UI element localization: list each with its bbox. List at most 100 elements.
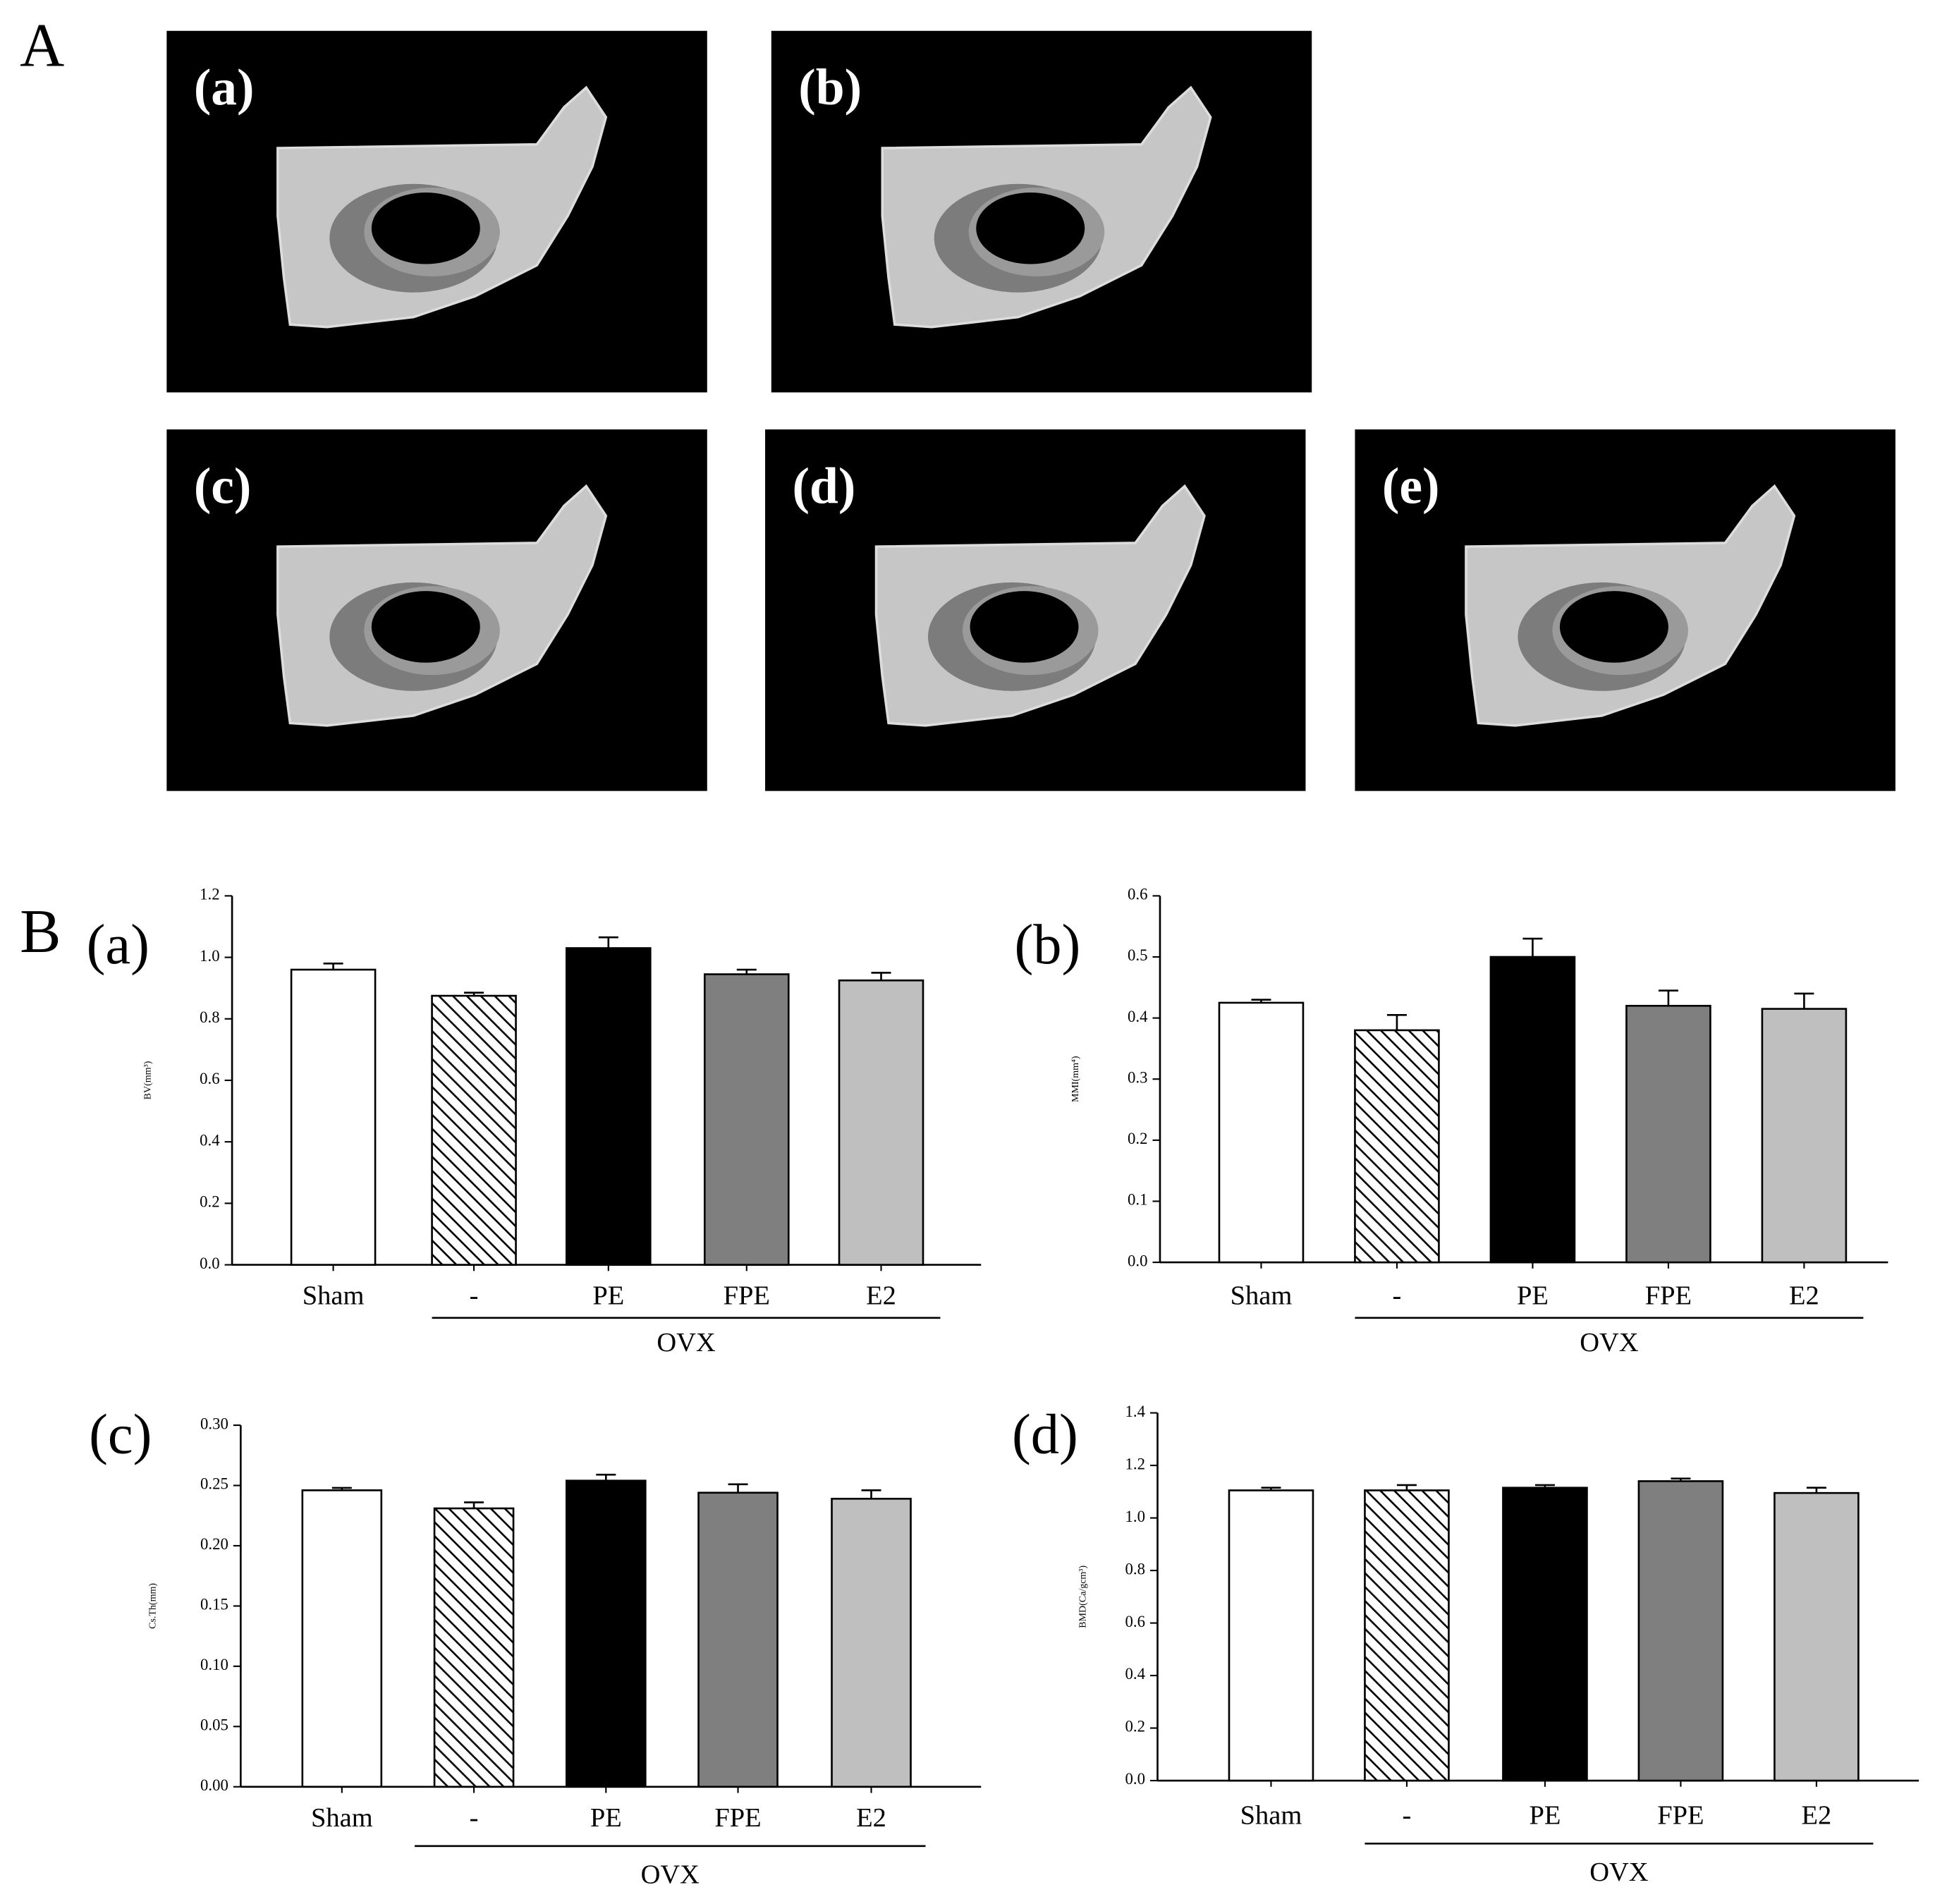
group-label: OVX <box>1580 1328 1639 1357</box>
x-tick-label: FPE <box>724 1281 770 1311</box>
x-tick-label: E2 <box>1802 1800 1832 1830</box>
y-tick-label: 0.6 <box>1128 886 1147 903</box>
micro-ct-image: (a) <box>165 29 709 394</box>
micro-ct-image: (e) <box>1353 428 1897 793</box>
panel-label: (c) <box>89 1403 152 1466</box>
error-bar <box>1261 1487 1281 1491</box>
bar <box>697 1491 779 1788</box>
y-tick-label: 0.15 <box>200 1596 228 1613</box>
y-tick-label: 0.0 <box>1128 1252 1147 1269</box>
bar <box>301 1489 383 1788</box>
error-bar <box>1806 1487 1826 1494</box>
x-tick-label: - <box>470 1803 479 1833</box>
micro-ct-image: (d) <box>764 428 1307 793</box>
x-tick-label: Sham <box>1231 1281 1293 1311</box>
group-label: OVX <box>657 1328 716 1357</box>
y-tick-label: 0.8 <box>200 1008 219 1026</box>
x-tick-label: Sham <box>1240 1800 1302 1830</box>
bar <box>1228 1489 1314 1782</box>
panel-label: (d) <box>1012 1403 1078 1466</box>
error-bar <box>871 972 891 981</box>
x-tick-label: - <box>1403 1800 1412 1830</box>
y-axis-label: BMD(Ca/gcm³) <box>1078 1566 1089 1628</box>
y-tick-label: 0.05 <box>200 1716 228 1734</box>
x-tick-label: E2 <box>866 1281 896 1311</box>
error-bar <box>596 1473 616 1481</box>
error-bar <box>323 962 343 970</box>
error-bar <box>464 1501 484 1508</box>
y-tick-label: 0.4 <box>1125 1665 1146 1683</box>
x-tick-label: Sham <box>311 1803 373 1833</box>
y-tick-label: 1.4 <box>1125 1403 1146 1420</box>
x-tick-label: FPE <box>1645 1281 1692 1311</box>
y-tick-label: 0.6 <box>200 1070 219 1087</box>
bar <box>1354 1029 1440 1264</box>
bar <box>831 1497 912 1788</box>
y-tick-label: 0.2 <box>200 1193 219 1211</box>
group-label: OVX <box>1589 1857 1649 1887</box>
y-tick-label: 1.0 <box>200 947 219 965</box>
x-tick-label: PE <box>1529 1800 1561 1830</box>
error-bar <box>728 1483 748 1493</box>
bar <box>565 947 652 1266</box>
y-axis-label: MMI(mm⁴) <box>1070 1056 1081 1102</box>
error-bar <box>1658 989 1678 1006</box>
bar <box>1774 1491 1860 1782</box>
bar <box>703 973 790 1266</box>
error-bar <box>598 936 618 948</box>
image-label: (d) <box>793 457 856 514</box>
error-bar <box>1671 1477 1691 1482</box>
y-tick-label: 0.3 <box>1128 1068 1147 1086</box>
image-label: (e) <box>1382 457 1440 514</box>
group-label: OVX <box>641 1860 700 1889</box>
bar <box>838 979 924 1266</box>
bar <box>565 1479 647 1788</box>
y-tick-label: 0.2 <box>1128 1130 1147 1147</box>
bar <box>433 1507 515 1788</box>
figure-label: B <box>20 897 61 965</box>
error-bar <box>1794 992 1814 1009</box>
y-tick-label: 0.8 <box>1125 1560 1145 1577</box>
figure-label: A <box>20 11 64 80</box>
y-tick-label: 0.0 <box>1125 1770 1145 1788</box>
y-tick-label: 0.20 <box>200 1535 228 1553</box>
y-tick-label: 0.25 <box>200 1475 228 1493</box>
x-tick-label: PE <box>1517 1281 1549 1311</box>
x-tick-label: FPE <box>714 1803 761 1833</box>
y-tick-label: 1.2 <box>200 886 219 903</box>
y-tick-label: 0.2 <box>1125 1718 1145 1735</box>
y-axis-label: Cs.Th(mm) <box>147 1583 158 1629</box>
error-bar <box>861 1489 881 1499</box>
x-tick-label: E2 <box>856 1803 886 1833</box>
bar <box>1489 956 1576 1264</box>
x-tick-label: - <box>1393 1281 1402 1311</box>
panel-label: (b) <box>1014 913 1080 976</box>
x-tick-label: FPE <box>1657 1800 1704 1830</box>
x-tick-label: - <box>470 1281 479 1311</box>
error-bar <box>736 968 757 975</box>
x-tick-label: Sham <box>303 1281 365 1311</box>
bar <box>1625 1004 1711 1264</box>
error-bar <box>1534 1484 1555 1488</box>
panel-label: (a) <box>87 913 149 976</box>
error-bar <box>1396 1484 1417 1491</box>
y-tick-label: 1.0 <box>1125 1508 1145 1525</box>
y-tick-label: 0.1 <box>1128 1191 1147 1209</box>
error-bar <box>464 991 484 996</box>
y-axis-label: BV(mm³) <box>142 1061 153 1099</box>
bar <box>1637 1480 1724 1782</box>
error-bar <box>1386 1013 1407 1030</box>
bar <box>1364 1489 1450 1782</box>
y-tick-label: 0.4 <box>200 1131 220 1149</box>
error-bar <box>331 1487 352 1491</box>
y-tick-label: 0.4 <box>1128 1008 1148 1025</box>
error-bar <box>1251 999 1271 1003</box>
bar <box>290 968 377 1266</box>
bar <box>431 994 517 1266</box>
y-tick-label: 0.30 <box>200 1415 228 1432</box>
micro-ct-image: (c) <box>165 428 709 793</box>
image-label: (b) <box>798 59 862 116</box>
bar <box>1761 1008 1848 1264</box>
